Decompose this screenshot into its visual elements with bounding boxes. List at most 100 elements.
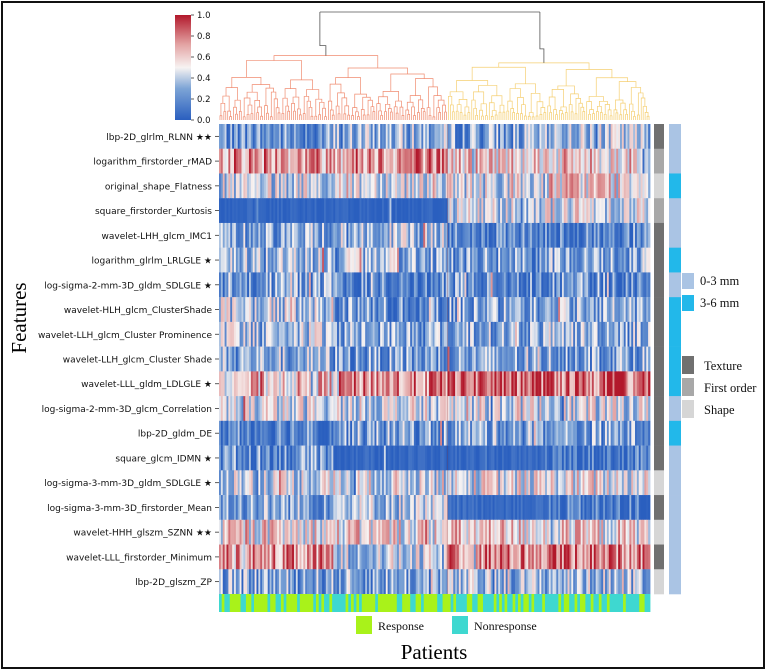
heatmap-cell [348,222,351,248]
heatmap-cell [361,148,364,174]
heatmap-cell [417,247,420,273]
heatmap-cell [295,396,299,422]
heatmap-cell [541,346,544,372]
heatmap-cell [582,396,585,422]
heatmap-cell [286,569,289,595]
heatmap-cell [295,519,299,545]
heatmap-cell [623,272,627,298]
heatmap-cell [262,470,265,496]
heatmap-cell [256,445,259,471]
heatmap-cell [299,544,302,570]
heatmap-cell [558,272,561,298]
heatmap-cell [595,272,598,298]
heatmap-cell [235,222,239,248]
heatmap-cell [338,396,342,422]
heatmap-cell [248,124,252,149]
heatmap-cell [226,321,229,347]
heatmap-cell [586,495,589,520]
heatmap-cell [220,247,224,273]
heatmap-cell [239,321,242,347]
heatmap-cell [464,495,467,520]
response-cell [547,594,551,612]
heatmap-cell [247,222,250,248]
heatmap-cell [232,173,235,199]
heatmap-cell [412,371,415,397]
heatmap-cell [633,569,636,595]
heatmap-cell [623,569,627,595]
heatmap-cell [299,148,302,174]
heatmap-cell [239,420,242,446]
heatmap-cell [335,396,338,422]
heatmap-cell [576,198,580,224]
heatmap-cell [352,148,355,174]
heatmap-cell [614,495,617,520]
heatmap-cell [608,445,612,471]
heatmap-cell [470,495,473,520]
heatmap-cell [327,346,330,372]
heatmap-cell [500,569,503,595]
heatmap-cell [367,198,370,224]
heatmap-cell [430,124,434,149]
heatmap-cell [464,124,467,149]
heatmap-cell [316,519,319,545]
dendrogram-branch [246,113,250,120]
heatmap-cell [535,222,538,248]
heatmap-cell [621,569,625,595]
heatmap-cell [552,297,555,323]
heatmap-cell [638,173,642,199]
dendrogram-branch [314,115,318,120]
heatmap-cell [473,222,477,248]
heatmap-cell [427,420,430,446]
heatmap-cell [500,420,503,446]
heatmap-cell [576,321,580,347]
heatmap-cell [245,396,248,422]
heatmap-cell [516,544,520,570]
heatmap-cell [644,321,647,347]
heatmap-cell [449,544,452,570]
heatmap-cell [248,346,252,372]
heatmap-cell [584,544,587,570]
heatmap-cell [481,124,484,149]
heatmap-cell [417,519,420,545]
heatmap-cell [359,297,362,323]
heatmap-cell [455,247,458,273]
heatmap-cell [561,569,565,595]
heatmap-cell [389,495,392,520]
heatmap-cell [618,148,621,174]
heatmap-cell [368,124,372,149]
heatmap-cell [243,346,246,372]
heatmap-cell [415,346,419,372]
heatmap-cell [329,470,332,496]
heatmap-cell [621,396,625,422]
heatmap-cell [220,148,224,174]
heatmap-cell [511,420,514,446]
heatmap-cell [453,371,456,397]
heatmap-cell [438,272,441,298]
heatmap-cell [308,346,312,372]
heatmap-cell [541,420,544,446]
heatmap-cell [558,222,561,248]
heatmap-cell [297,297,300,323]
heatmap-cell [455,519,458,545]
heatmap-cell [440,569,443,595]
heatmap-cell [443,173,447,199]
heatmap-cell [346,420,349,446]
heatmap-cell [398,544,402,570]
heatmap-cell [230,445,233,471]
heatmap-cell [503,396,507,422]
heatmap-cell [516,148,520,174]
heatmap-cell [256,371,259,397]
heatmap-cell [250,445,254,471]
heatmap-cell [558,544,561,570]
heatmap-cell [466,148,469,174]
heatmap-cell [286,544,289,570]
heatmap-cell [286,519,289,545]
heatmap-cell [428,321,432,347]
heatmap-cell [445,173,449,199]
heatmap-cell [513,346,516,372]
heatmap-cell [258,222,261,248]
heatmap-cell [292,495,295,520]
heatmap-cell [235,297,239,323]
heatmap-cell [635,371,638,397]
heatmap-cell [254,544,257,570]
